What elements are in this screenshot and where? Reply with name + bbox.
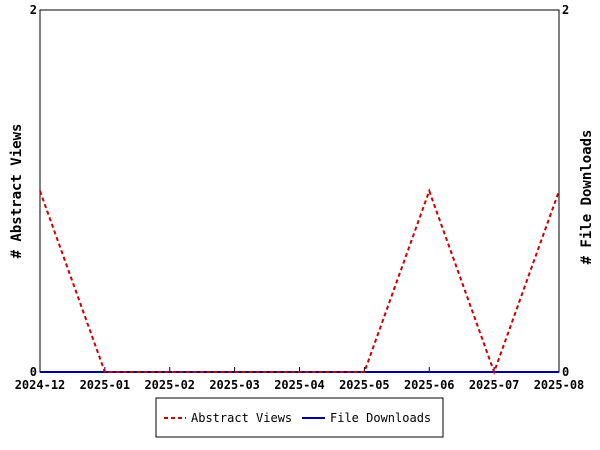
- legend-box: [155, 397, 444, 438]
- x-tick-label-2025-03: 2025-03: [209, 378, 260, 392]
- series-layer: [39, 188, 560, 375]
- legend-label-file-downloads: File Downloads: [330, 411, 431, 425]
- x-tick-label-2025-01: 2025-01: [80, 378, 131, 392]
- legend: Abstract Views File Downloads: [155, 397, 444, 438]
- plot-area: [39, 9, 560, 373]
- y-axis-title-right: # File Downloads: [579, 130, 595, 265]
- y-tick-label-left-0: 0: [30, 365, 37, 379]
- y-tick-label-right-0: 0: [562, 365, 569, 379]
- y-tick-label-right-2: 2: [562, 3, 569, 17]
- series-line-abstract-views: [39, 188, 560, 375]
- x-tick-label-2025-05: 2025-05: [339, 378, 390, 392]
- x-tick-label-2025-02: 2025-02: [144, 378, 195, 392]
- x-tick-label-2025-08: 2025-08: [534, 378, 585, 392]
- y-tick-label-left-2: 2: [30, 3, 37, 17]
- x-tick-label-2024-12: 2024-12: [15, 378, 66, 392]
- x-tick-label-2025-04: 2025-04: [274, 378, 325, 392]
- x-axis: 2024-12 2025-01 2025-02 2025-03 2025-04 2025-…: [15, 367, 585, 392]
- legend-label-abstract-views: Abstract Views: [191, 411, 292, 425]
- y-axis-title-left: # Abstract Views: [9, 124, 25, 259]
- x-tick-label-2025-07: 2025-07: [469, 378, 520, 392]
- x-tick-label-2025-06: 2025-06: [404, 378, 455, 392]
